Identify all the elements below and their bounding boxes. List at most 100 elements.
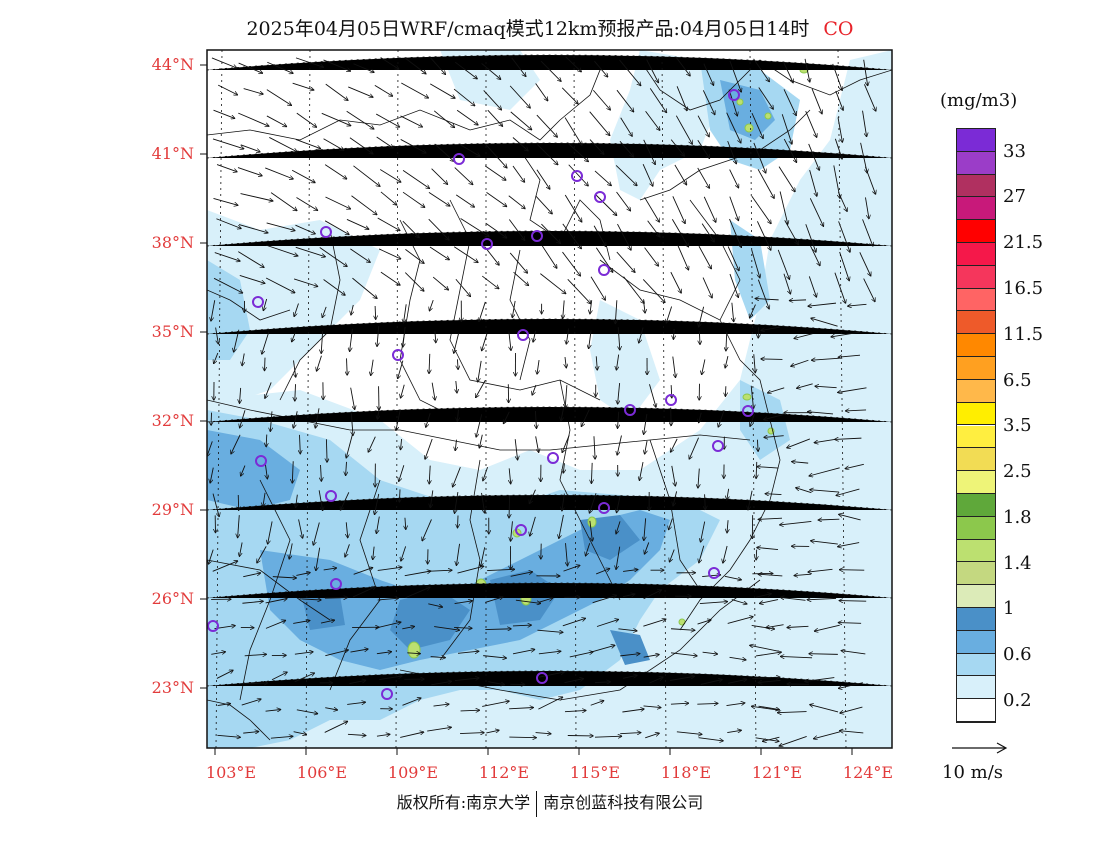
wind-arrow: [293, 411, 298, 428]
wind-arrow: [787, 438, 811, 448]
wind-arrow: [726, 331, 727, 351]
wind-arrow: [455, 439, 456, 451]
wind-arrow: [642, 279, 665, 302]
wind-arrow: [432, 276, 448, 290]
wind-arrow: [244, 654, 267, 655]
wind-arrow: [644, 518, 646, 540]
wind-arrow: [673, 491, 678, 506]
wind-arrow: [810, 705, 839, 713]
wind-arrow: [779, 191, 788, 224]
wind-arrow: [755, 652, 781, 657]
wind-arrow: [430, 490, 434, 507]
lat-tick-29n: 29°N: [151, 500, 194, 519]
wind-arrow: [349, 680, 365, 684]
wind-arrow: [671, 438, 678, 452]
wind-arrow: [430, 57, 446, 75]
legend-swatch: [957, 197, 995, 221]
lat-tick-32n: 32°N: [151, 411, 194, 430]
wind-arrow: [589, 520, 593, 541]
wind-arrow: [562, 251, 580, 276]
wind-arrow: [671, 629, 695, 631]
wind-arrow: [699, 602, 728, 604]
wind-arrow: [620, 733, 641, 734]
wind-arrow: [213, 109, 235, 118]
wind-arrow: [210, 467, 214, 483]
wind-arrow: [460, 710, 480, 711]
wind-arrow: [514, 439, 517, 460]
wind-arrow: [676, 86, 687, 110]
wind-arrow: [758, 87, 774, 109]
wind-arrow: [758, 679, 781, 682]
wind-arrow: [755, 594, 771, 598]
wind-arrow: [295, 224, 315, 234]
wind-arrow: [639, 327, 644, 343]
wind-arrow: [645, 111, 660, 130]
wind-arrow: [697, 167, 710, 188]
lon-tick-112e: 112°E: [478, 763, 530, 782]
wind-arrow: [697, 620, 712, 625]
wind-arrow: [642, 164, 653, 186]
wind-arrow: [508, 195, 525, 209]
wind-arrow: [509, 331, 511, 351]
wind-arrow: [453, 467, 461, 487]
wind-arrow: [215, 327, 219, 344]
legend-swatch: [957, 174, 995, 198]
wind-arrow: [479, 301, 486, 322]
wind-arrow: [536, 114, 558, 137]
wind-arrow: [832, 63, 842, 91]
legend-swatch: [957, 516, 995, 540]
wind-arrow: [294, 673, 315, 683]
wind-arrow: [241, 465, 246, 477]
wind-arrow: [535, 436, 539, 452]
wind-arrow: [294, 303, 299, 316]
wind-arrow: [430, 83, 455, 98]
wind-arrow: [697, 115, 709, 137]
wind-arrow: [670, 139, 684, 156]
wind-arrow: [267, 61, 293, 73]
wind-arrow: [779, 735, 807, 746]
wind-arrow: [702, 277, 712, 298]
wind-arrow: [787, 626, 809, 627]
wind-arrow: [231, 434, 241, 454]
wind-arrow: [270, 736, 293, 738]
wind-arrow: [401, 82, 428, 98]
wind-arrow: [698, 737, 724, 741]
wind-arrow: [644, 247, 659, 266]
wind-arrow: [645, 440, 647, 454]
wind-arrow: [783, 89, 796, 115]
wind-arrow: [566, 328, 568, 344]
wind-arrow: [380, 169, 401, 183]
wind-arrow: [541, 245, 557, 268]
wind-arrow: [729, 218, 742, 247]
wind-arrow: [731, 599, 747, 604]
wind-arrow: [242, 353, 244, 365]
wind-arrow: [699, 545, 705, 563]
wind-arrow: [351, 304, 353, 315]
copyright-left: 版权所有:南京大学: [396, 793, 531, 812]
wind-arrow: [299, 599, 321, 600]
wind-arrow: [537, 359, 539, 374]
wind-arrow: [401, 546, 407, 561]
wind-arrow: [265, 620, 286, 629]
wind-arrow: [757, 467, 779, 469]
wind-arrow: [750, 385, 753, 409]
wind-arrow: [429, 465, 430, 484]
wind-arrow: [243, 88, 264, 95]
wind-arrow: [376, 516, 380, 534]
wind-arrow: [485, 597, 503, 603]
wind-arrow: [563, 565, 580, 572]
wind-arrow: [757, 548, 779, 550]
lat-tick-44n: 44°N: [151, 55, 194, 74]
wind-arrow: [313, 522, 320, 545]
wind-arrow: [702, 90, 715, 114]
wind-arrow: [509, 495, 510, 518]
wind-arrow: [315, 408, 320, 428]
wind-arrow: [809, 198, 823, 226]
wind-arrow: [483, 90, 502, 109]
wind-arrow: [811, 318, 838, 327]
wind-arrow: [296, 573, 310, 576]
wind-arrow: [670, 703, 689, 704]
wind-arrow: [791, 359, 809, 366]
wind-arrow: [216, 164, 237, 172]
wind-arrow: [346, 219, 369, 229]
